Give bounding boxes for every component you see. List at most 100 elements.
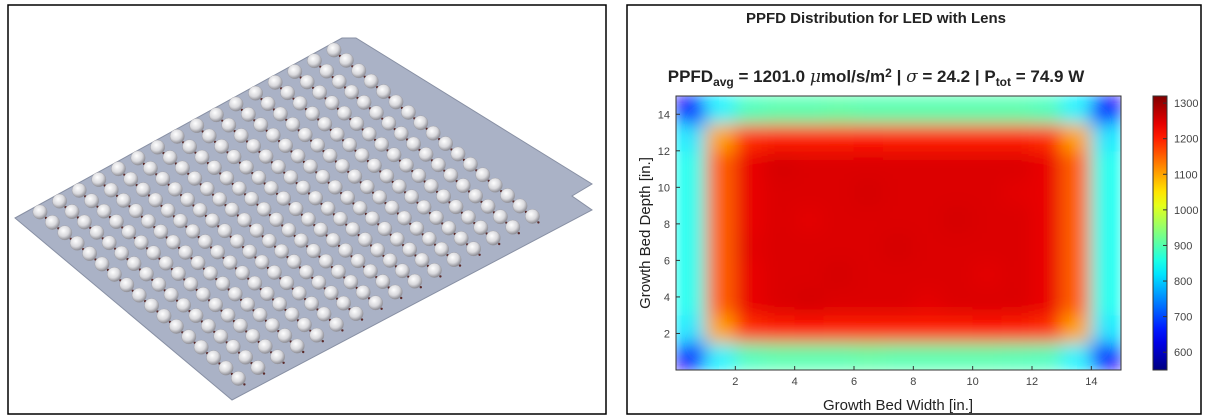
heat-cell	[1002, 178, 1033, 206]
led-dome	[336, 296, 350, 310]
heat-cell	[1091, 150, 1122, 178]
y-tick-label: 12	[658, 146, 670, 158]
led-chip	[400, 297, 402, 299]
led-dome	[186, 224, 200, 238]
heat-cell	[676, 150, 707, 178]
heat-cell	[883, 96, 914, 124]
heat-cell	[883, 123, 914, 151]
led-dome	[296, 180, 310, 194]
heat-cell	[854, 123, 885, 151]
led-dome	[250, 223, 264, 237]
led-dome	[195, 150, 209, 164]
led-dome	[412, 168, 426, 182]
heat-cell	[1032, 233, 1063, 261]
led-dome	[166, 235, 180, 249]
heat-cell	[1002, 233, 1033, 261]
led-dome	[229, 97, 243, 111]
heat-cell	[943, 260, 974, 288]
led-dome	[506, 220, 520, 234]
led-dome	[65, 204, 79, 218]
x-tick-label: 12	[1026, 376, 1038, 388]
led-dome	[184, 277, 198, 291]
led-dome	[255, 255, 269, 269]
led-dome	[218, 224, 232, 238]
led-dome	[326, 233, 340, 247]
led-dome	[419, 147, 433, 161]
subtitle-part: = 74.9 W	[1011, 67, 1085, 86]
led-dome	[308, 191, 322, 205]
led-dome	[339, 53, 353, 67]
led-dome	[380, 169, 394, 183]
led-dome	[161, 203, 175, 217]
led-dome	[429, 210, 443, 224]
led-chip	[537, 221, 539, 223]
led-dome	[198, 234, 212, 248]
led-dome	[82, 246, 96, 260]
x-tick-label: 4	[792, 376, 798, 388]
heat-cell	[824, 287, 855, 315]
heat-cell	[705, 287, 736, 315]
heat-cell	[824, 150, 855, 178]
subtitle-part: = 24.2 | P	[918, 67, 996, 86]
led-dome	[449, 200, 463, 214]
led-dome	[408, 274, 422, 288]
led-dome	[456, 178, 470, 192]
led-dome	[304, 296, 318, 310]
led-dome	[330, 127, 344, 141]
led-dome	[235, 266, 249, 280]
led-chip	[243, 383, 245, 385]
led-dome	[348, 169, 362, 183]
led-dome	[286, 117, 300, 131]
led-dome	[261, 96, 275, 110]
heat-cell	[1091, 260, 1122, 288]
led-dome	[328, 180, 342, 194]
led-dome	[154, 224, 168, 238]
led-dome	[303, 159, 317, 173]
heatmap-cells	[676, 96, 1122, 371]
led-dome	[387, 148, 401, 162]
led-dome	[216, 276, 230, 290]
led-dome	[171, 266, 185, 280]
y-tick-label: 8	[664, 219, 670, 231]
led-dome	[196, 287, 210, 301]
heat-cell	[735, 233, 766, 261]
heat-cell	[913, 96, 944, 124]
led-dome	[214, 139, 228, 153]
led-dome	[208, 298, 222, 312]
led-dome	[102, 236, 116, 250]
led-dome	[356, 285, 370, 299]
heat-cell	[1032, 205, 1063, 233]
led-dome	[278, 138, 292, 152]
colorbar-tick-label: 800	[1174, 276, 1192, 288]
heat-cell	[676, 178, 707, 206]
led-dome	[150, 140, 164, 154]
led-dome	[323, 148, 337, 162]
heat-cell	[705, 315, 736, 343]
heat-cell	[794, 123, 825, 151]
led-dome	[369, 106, 383, 120]
heat-cell	[913, 260, 944, 288]
led-chip	[263, 372, 265, 374]
led-dome	[193, 203, 207, 217]
heat-cell	[765, 315, 796, 343]
heat-cell	[943, 150, 974, 178]
heat-cell	[972, 123, 1003, 151]
heat-cell	[1061, 342, 1092, 370]
led-dome	[175, 161, 189, 175]
led-dome	[349, 306, 363, 320]
x-tick-label: 14	[1085, 376, 1097, 388]
led-dome	[164, 288, 178, 302]
led-dome	[442, 221, 456, 235]
led-dome	[488, 178, 502, 192]
led-dome	[92, 172, 106, 186]
y-tick-label: 2	[664, 328, 670, 340]
led-dome	[404, 190, 418, 204]
y-axis-label: Growth Bed Depth [in.]	[637, 157, 654, 309]
led-dome	[144, 298, 158, 312]
heat-cell	[794, 205, 825, 233]
heat-cell	[913, 150, 944, 178]
led-dome	[77, 215, 91, 229]
led-dome	[395, 264, 409, 278]
led-dome	[340, 190, 354, 204]
heat-cell	[705, 178, 736, 206]
